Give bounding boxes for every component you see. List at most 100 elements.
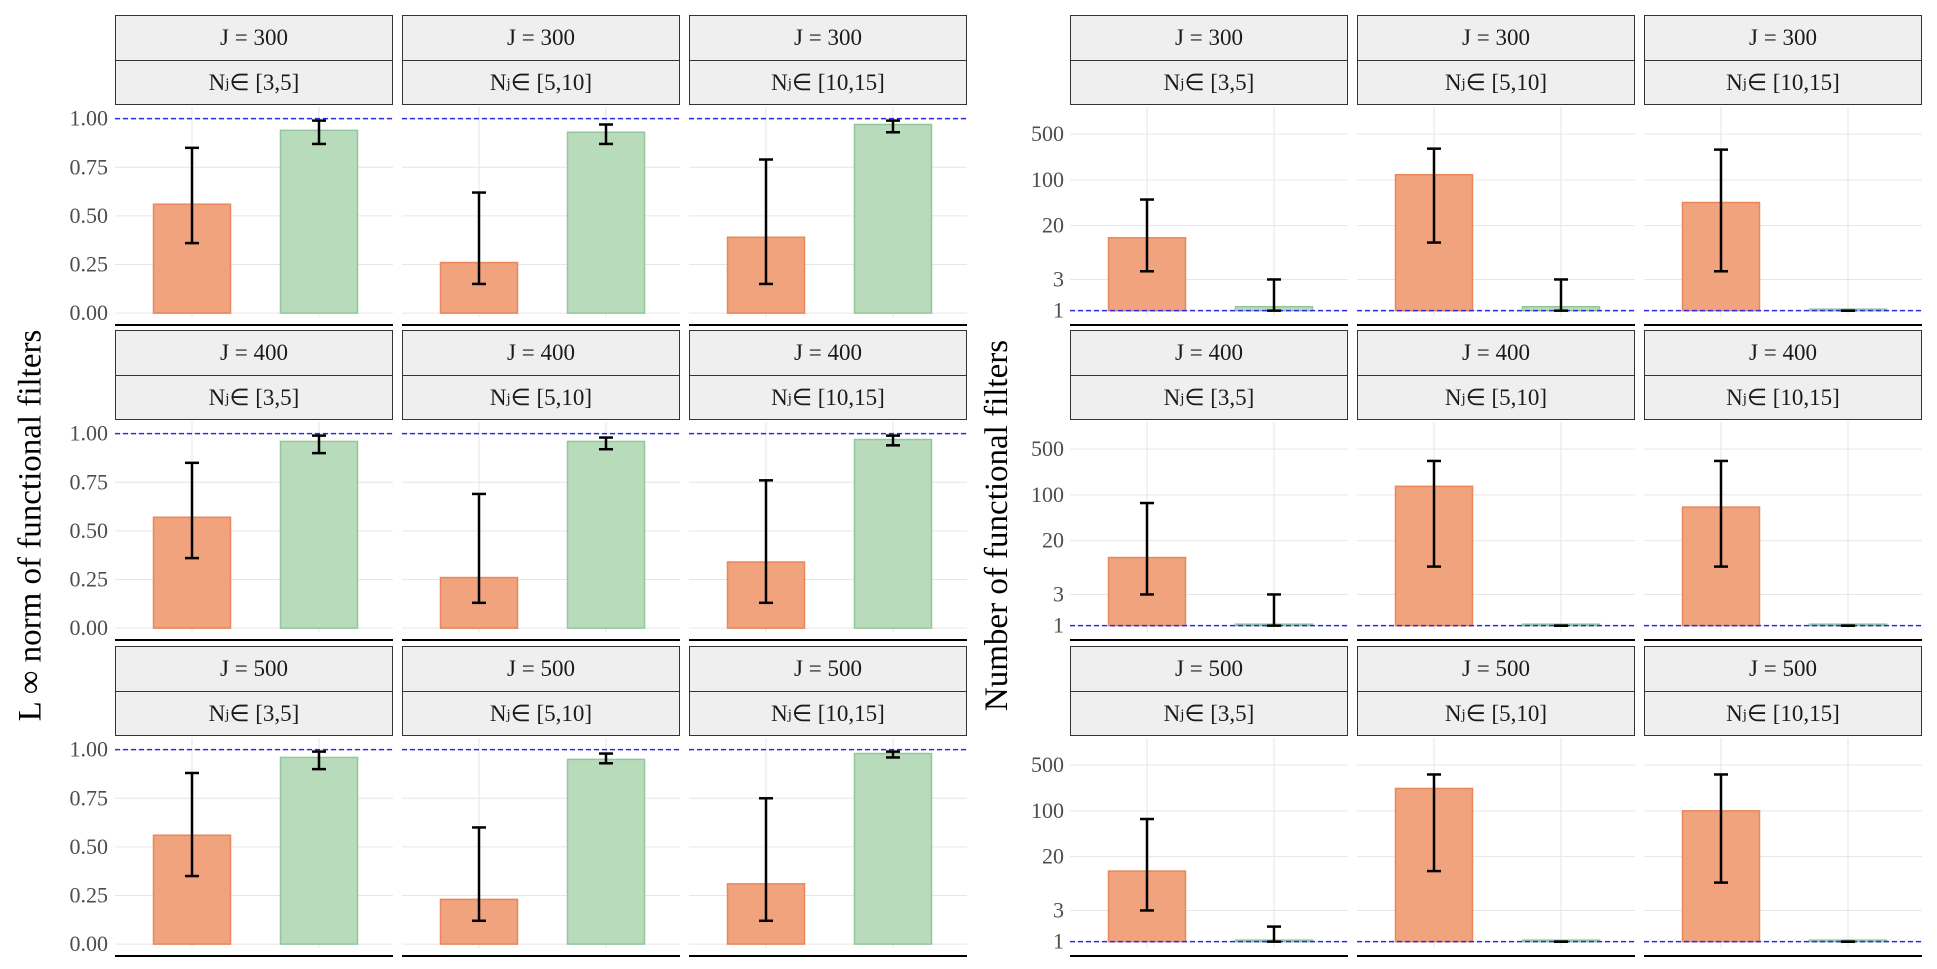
right-y-axis-label: Number of functional filters — [978, 339, 1015, 711]
y-tick-label: 0.00 — [70, 931, 109, 956]
facet-panel — [689, 738, 967, 957]
facet-strip-j: J = 500 — [1070, 646, 1348, 692]
orange-error-bar — [1714, 459, 1728, 568]
orange-error-bar — [759, 479, 773, 605]
y-tick-label: 0.75 — [70, 154, 109, 179]
y-tick-labels: 1 3 20 100 500 — [1031, 121, 1064, 323]
orange-error-bar — [1714, 773, 1728, 884]
facet-panel — [115, 422, 393, 641]
facet-strip-j: J = 300 — [1357, 15, 1635, 61]
green-bar — [279, 756, 359, 945]
orange-error-bar — [1140, 501, 1154, 596]
orange-error-bar — [472, 826, 486, 923]
y-tick-labels: 1 3 20 100 500 — [1031, 752, 1064, 954]
facet-panel — [1357, 738, 1635, 957]
green-bar — [566, 758, 646, 945]
green-error-bar — [312, 750, 326, 771]
facet-strip-j: J = 300 — [1644, 15, 1922, 61]
y-tick-labels: 1 3 20 100 500 — [1031, 436, 1064, 638]
facet-strip-j: J = 400 — [1357, 330, 1635, 376]
facet-panel — [402, 107, 680, 326]
green-bar — [853, 752, 933, 945]
facet-panel — [1644, 422, 1922, 641]
orange-error-bar — [1427, 147, 1441, 244]
orange-error-bar — [759, 158, 773, 286]
facet-strip-j: J = 300 — [689, 15, 967, 61]
green-error-bar — [886, 119, 900, 134]
green-error-bar — [599, 123, 613, 146]
green-error-bar — [1267, 593, 1281, 627]
y-tick-label: 0.25 — [70, 252, 109, 277]
orange-error-bar — [185, 146, 199, 245]
facet-strip-j: J = 400 — [1644, 330, 1922, 376]
facet-strip-j: J = 300 — [1070, 15, 1348, 61]
green-bar — [853, 438, 933, 629]
y-tick-label: 0.75 — [70, 785, 109, 810]
facet-strip-j: J = 400 — [115, 330, 393, 376]
y-tick-label: 500 — [1031, 436, 1064, 461]
green-error-bar — [599, 752, 613, 765]
y-tick-label: 100 — [1031, 167, 1064, 192]
facet-strip-j: J = 500 — [689, 646, 967, 692]
y-tick-label: 0.25 — [70, 567, 109, 592]
orange-error-bar — [472, 191, 486, 286]
green-error-bar — [312, 434, 326, 455]
orange-error-bar — [472, 492, 486, 605]
green-error-bar — [1267, 278, 1281, 312]
facet-strip-j: J = 500 — [402, 646, 680, 692]
green-error-bar — [1267, 925, 1281, 943]
facet-strip-j: J = 500 — [115, 646, 393, 692]
y-tick-label: 1.00 — [70, 738, 109, 762]
facet-panel — [1070, 738, 1348, 957]
facet-panel — [689, 422, 967, 641]
y-tick-label: 20 — [1042, 213, 1064, 238]
facet-strip-j: J = 400 — [1070, 330, 1348, 376]
green-error-bar — [886, 750, 900, 759]
y-tick-label: 20 — [1042, 844, 1064, 869]
orange-error-bar — [1427, 773, 1441, 873]
y-tick-label: 0.50 — [70, 518, 109, 543]
facet-panel — [402, 738, 680, 957]
y-tick-label: 20 — [1042, 528, 1064, 553]
orange-error-bar — [1140, 817, 1154, 912]
green-error-bar — [1554, 278, 1568, 312]
y-tick-label: 1.00 — [70, 107, 109, 131]
y-tick-label: 1 — [1053, 298, 1064, 323]
y-tick-label: 3 — [1053, 897, 1064, 922]
y-tick-label: 1 — [1053, 929, 1064, 954]
facet-panel — [1357, 422, 1635, 641]
y-tick-labels: 0.00 0.25 0.50 0.75 1.00 — [70, 107, 109, 325]
y-tick-label: 0.25 — [70, 883, 109, 908]
green-bar — [853, 123, 933, 314]
facet-panel — [115, 738, 393, 957]
green-bar — [279, 440, 359, 629]
green-error-bar — [599, 436, 613, 451]
y-tick-label: 0.50 — [70, 834, 109, 859]
left-y-axis-label: L ∞ norm of functional filters — [12, 329, 49, 721]
facet-strip-j: J = 400 — [402, 330, 680, 376]
orange-error-bar — [1427, 459, 1441, 568]
facet-panel — [1070, 107, 1348, 326]
y-tick-labels: 0.00 0.25 0.50 0.75 1.00 — [70, 422, 109, 640]
green-error-bar — [886, 434, 900, 447]
facet-panel — [689, 107, 967, 326]
green-error-bar — [312, 119, 326, 146]
y-tick-label: 0.50 — [70, 203, 109, 228]
